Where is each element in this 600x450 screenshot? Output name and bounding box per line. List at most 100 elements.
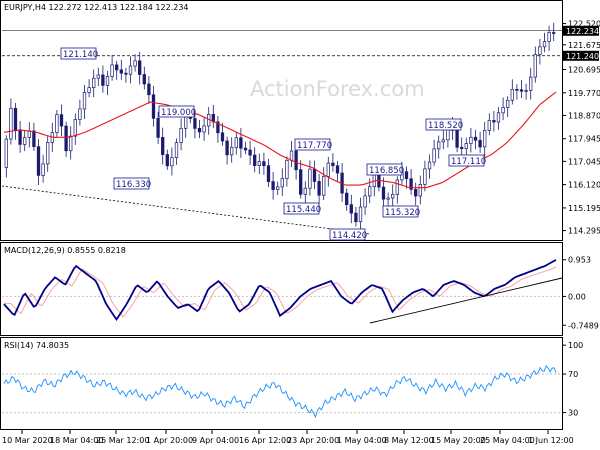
rsi-header: RSI(14) 74.8035: [4, 341, 69, 350]
candle-body: [92, 77, 96, 88]
candle-body: [165, 154, 169, 167]
price-tick-label: 114.295: [568, 227, 600, 236]
level-label: 114.420: [332, 231, 367, 241]
candle-body: [197, 128, 202, 133]
candle-body: [276, 186, 280, 190]
candle-body: [253, 154, 257, 166]
time-tick-label: 25 May 04:00: [480, 436, 535, 445]
candle-body: [386, 197, 390, 200]
candle-body: [335, 165, 340, 174]
macd-signal-line: [4, 266, 557, 318]
macd-main-line: [3, 259, 557, 322]
candle-body: [27, 130, 31, 138]
candle-body: [483, 130, 487, 148]
candle-body: [460, 146, 464, 149]
candle-body: [345, 192, 349, 205]
level-label-box: [158, 105, 195, 118]
candle-body: [358, 206, 363, 223]
candle-body: [64, 125, 68, 152]
candle-body: [243, 147, 248, 151]
candle-body: [13, 108, 18, 131]
level-price-box: [563, 50, 599, 61]
time-tick-label: 9 Apr 04:00: [192, 436, 239, 445]
price-axis: 122.520 121.675 120.695 119.770 118.870 117.9…: [562, 20, 600, 236]
price-tick-label: 116.120: [568, 181, 600, 190]
candle-body: [487, 120, 491, 131]
level-label: 115.320: [385, 208, 420, 218]
rsi-tick-label: 30: [568, 409, 578, 418]
candle-body: [538, 46, 542, 55]
time-tick-label: 25 Mar 12:00: [96, 436, 149, 445]
candle-body: [510, 88, 514, 101]
price-panel: [0, 0, 563, 241]
candle-body: [533, 54, 537, 78]
candle-body: [464, 143, 468, 149]
sma-polyline: [3, 91, 557, 189]
level-label-box: [448, 154, 485, 167]
price-tick-label: 119.770: [568, 89, 600, 98]
current-price-label: 122.234: [566, 27, 599, 36]
candle-body: [32, 130, 36, 147]
candle-body: [312, 168, 317, 182]
macd-header: MACD(12,26,9) 0.8555 0.8218: [4, 246, 126, 255]
candle-body: [138, 60, 142, 75]
candle-body: [427, 161, 432, 170]
macd-trendline: [369, 277, 563, 324]
candle-body: [257, 161, 261, 166]
candle-body: [349, 204, 353, 214]
candle-body: [174, 142, 179, 158]
candle-body: [496, 112, 501, 123]
time-tick-label: 1 May 04:00: [337, 436, 387, 445]
level-label-box: [366, 163, 403, 176]
candle-body: [115, 64, 119, 71]
level-label-box: [283, 202, 320, 215]
candle-body: [82, 92, 87, 110]
candle-body: [234, 137, 238, 148]
candle-body: [552, 32, 556, 34]
candle-body: [4, 138, 8, 168]
time-tick-label: 23 Apr 20:00: [287, 436, 339, 445]
candle-body: [455, 130, 459, 148]
candle-body: [395, 179, 399, 195]
level-label: 117.770: [297, 141, 332, 151]
price-tick-label: 117.945: [568, 135, 600, 144]
candle-body: [220, 132, 225, 142]
candle-body: [441, 139, 445, 143]
time-tick-label: 16 Apr 12:00: [239, 436, 291, 445]
candle-body: [506, 99, 510, 108]
candle-body: [239, 137, 243, 149]
macd-panel: [0, 242, 563, 336]
candle-body: [409, 178, 413, 190]
candle-body: [23, 137, 27, 145]
candle-body: [478, 139, 482, 148]
watermark: ActionForex.com: [250, 77, 425, 101]
price-tick-label: 117.045: [568, 157, 600, 166]
candle-body: [230, 146, 234, 156]
candle-body: [170, 157, 174, 167]
candle-body: [354, 212, 358, 223]
candle-body: [202, 125, 206, 133]
candle-body: [193, 118, 197, 129]
candle-body: [529, 76, 533, 91]
candle-body: [285, 159, 289, 179]
price-tick-label: 120.695: [568, 65, 600, 74]
candle-body: [55, 114, 59, 133]
candle-body: [414, 189, 418, 197]
level-label-box: [382, 205, 419, 218]
candle-body: [59, 114, 64, 127]
time-tick-label: 8 May 12:00: [384, 436, 434, 445]
level-label-box: [425, 118, 462, 131]
candle-body: [133, 60, 137, 67]
candle-body: [96, 74, 100, 79]
rsi-axis: 100 70 30: [2, 341, 583, 418]
candle-body: [322, 176, 326, 196]
level-label: 119.000: [161, 108, 196, 118]
candle-body: [119, 69, 123, 74]
candle-body: [492, 120, 496, 123]
candle-body: [547, 32, 551, 43]
rsi-line: [3, 365, 557, 419]
candle-body: [225, 140, 229, 156]
candle-body: [308, 168, 312, 189]
candle-body: [289, 150, 294, 161]
price-tick-label: 122.520: [568, 20, 600, 29]
